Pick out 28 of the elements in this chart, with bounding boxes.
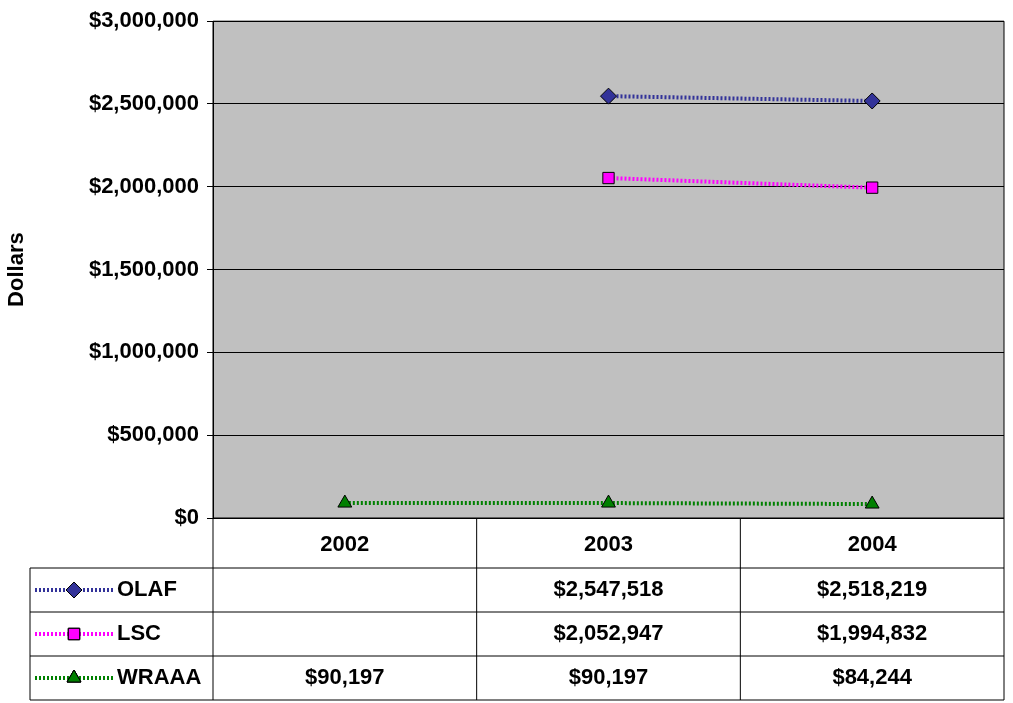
x-tick-label: 2004 (847, 531, 898, 557)
data-label: $1,994,832 (817, 620, 928, 646)
point (864, 495, 880, 509)
y-tick-label: $2,000,000 (88, 172, 199, 198)
y-tick-label: $500,000 (107, 421, 199, 447)
legend-label: WRAAA (117, 664, 202, 690)
legend-label: OLAF (117, 576, 177, 602)
y-tick-label: $3,000,000 (88, 7, 199, 33)
point (602, 171, 615, 185)
data-label: $84,244 (832, 664, 913, 690)
y-tick-label: $0 (174, 504, 199, 530)
y-tick-label: $1,000,000 (88, 338, 199, 364)
y-tick-label: $2,500,000 (88, 90, 199, 116)
data-label: $90,197 (305, 664, 385, 690)
point (863, 92, 881, 110)
data-label: $90,197 (568, 664, 649, 690)
legend-label: LSC (117, 620, 162, 646)
data-label: $2,052,947 (553, 620, 664, 646)
point (337, 494, 353, 508)
point (600, 87, 617, 105)
point (601, 494, 616, 508)
y-axis-title: Dollars (3, 232, 29, 307)
x-tick-label: 2003 (584, 531, 633, 557)
data-label: $2,518,219 (817, 576, 928, 602)
data-label: $2,547,518 (553, 576, 664, 602)
x-tick-label: 2002 (320, 531, 370, 557)
point (866, 181, 879, 194)
y-tick-label: $1,500,000 (88, 255, 199, 281)
